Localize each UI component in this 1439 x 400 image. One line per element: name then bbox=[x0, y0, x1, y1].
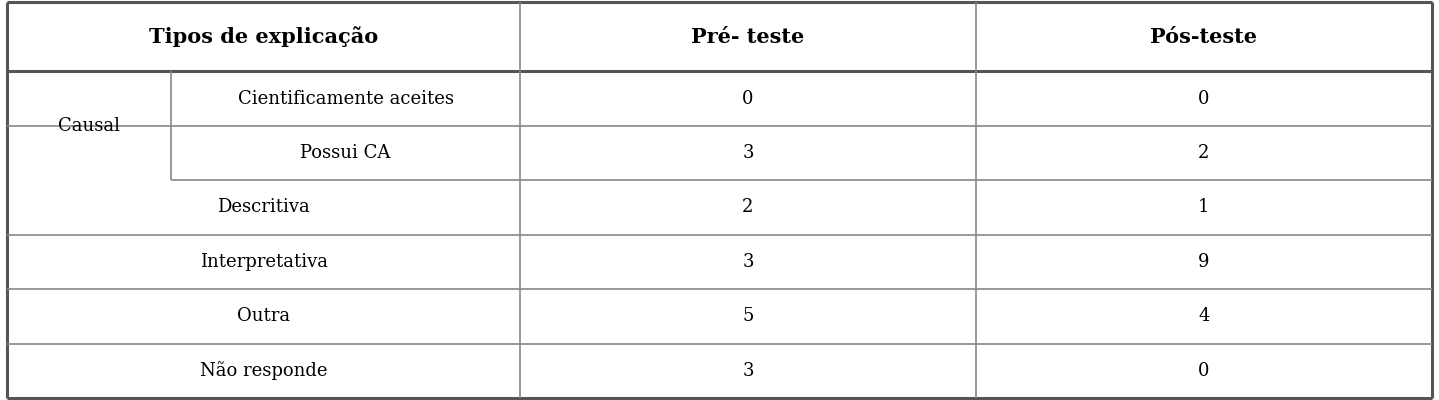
Text: Cientificamente aceites: Cientificamente aceites bbox=[237, 90, 453, 108]
Text: Interpretativa: Interpretativa bbox=[200, 253, 328, 271]
Text: 3: 3 bbox=[743, 253, 754, 271]
Text: 5: 5 bbox=[743, 307, 754, 325]
Text: Tipos de explicação: Tipos de explicação bbox=[150, 26, 378, 47]
Text: 1: 1 bbox=[1199, 198, 1210, 216]
Text: Descritiva: Descritiva bbox=[217, 198, 309, 216]
Text: Causal: Causal bbox=[58, 117, 119, 135]
Text: 3: 3 bbox=[743, 362, 754, 380]
Text: 4: 4 bbox=[1199, 307, 1210, 325]
Text: 2: 2 bbox=[1199, 144, 1210, 162]
Text: Outra: Outra bbox=[237, 307, 291, 325]
Text: Pré- teste: Pré- teste bbox=[691, 27, 804, 47]
Text: Não responde: Não responde bbox=[200, 361, 328, 380]
Text: Possui CA: Possui CA bbox=[301, 144, 391, 162]
Text: 9: 9 bbox=[1199, 253, 1210, 271]
Text: Pós-teste: Pós-teste bbox=[1150, 27, 1258, 47]
Text: 0: 0 bbox=[743, 90, 754, 108]
Text: 2: 2 bbox=[743, 198, 754, 216]
Text: 3: 3 bbox=[743, 144, 754, 162]
Text: 0: 0 bbox=[1199, 90, 1210, 108]
Text: 0: 0 bbox=[1199, 362, 1210, 380]
